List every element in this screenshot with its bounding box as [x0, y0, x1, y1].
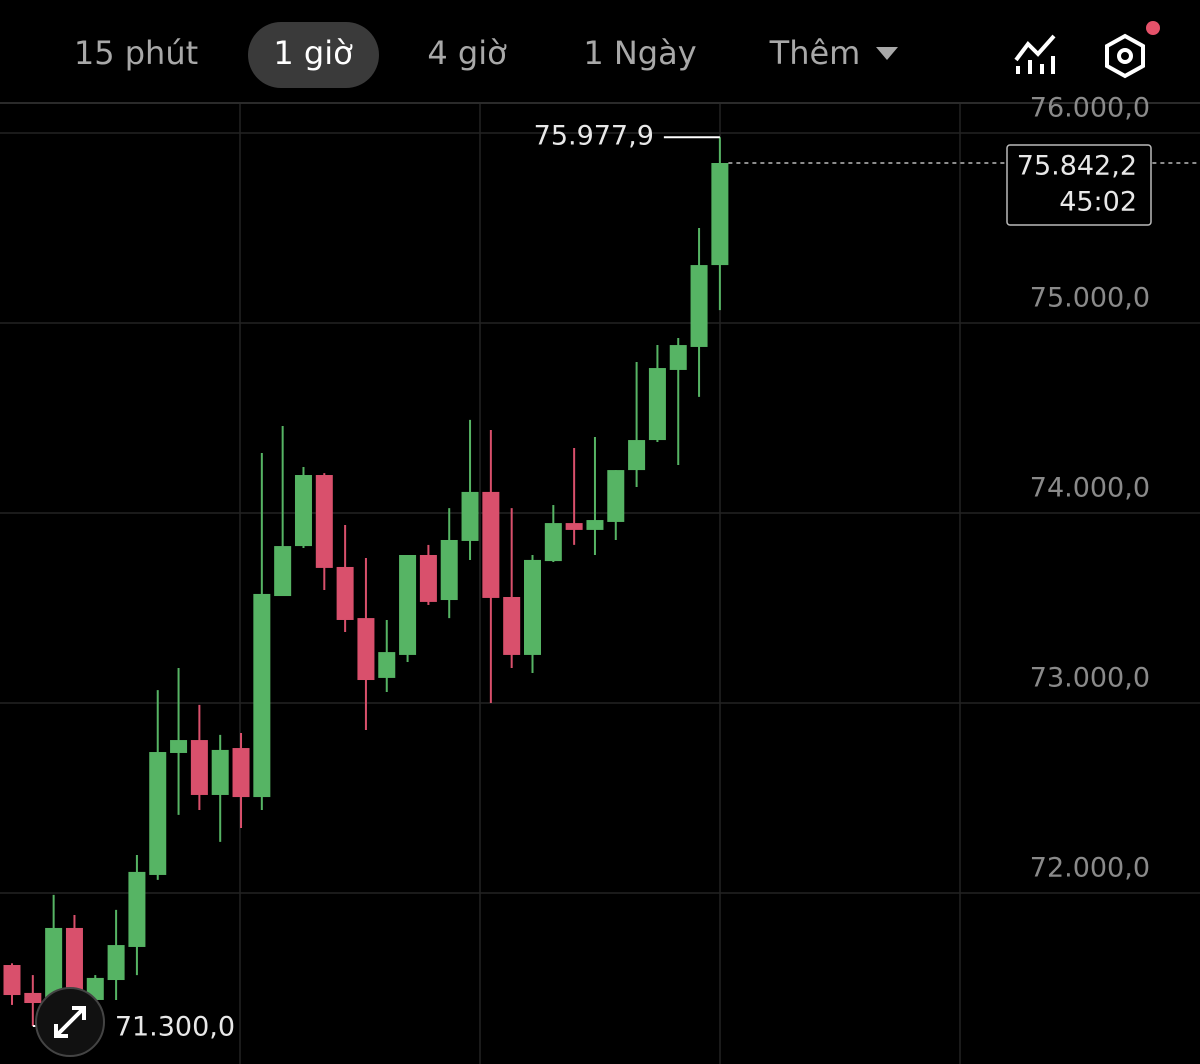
candle-body: [253, 593, 271, 798]
candle-body: [107, 945, 125, 981]
candle-body: [690, 265, 708, 347]
candle-body: [440, 539, 458, 601]
indicator-icon[interactable]: [1014, 34, 1056, 74]
candle-body: [232, 748, 250, 798]
candle-body: [336, 566, 354, 620]
settings-icon[interactable]: [1105, 21, 1160, 79]
y-tick-label: 76.000,0: [1030, 93, 1150, 124]
tab[interactable]: 1 Ngày: [583, 34, 696, 72]
candle-body: [3, 965, 21, 996]
dropdown-arrow: [876, 47, 898, 60]
candle-body: [669, 345, 687, 370]
y-tick-label: 74.000,0: [1030, 473, 1150, 504]
candle-body: [419, 555, 437, 602]
candle-body: [24, 992, 42, 1004]
candle-body: [149, 752, 167, 875]
countdown: 45:02: [1059, 187, 1137, 218]
candle-body: [482, 491, 500, 598]
active-tab-bg: [248, 22, 379, 88]
y-tick-label: 73.000,0: [1030, 663, 1150, 694]
candle-body: [128, 871, 146, 947]
candle-body: [503, 596, 521, 655]
y-tick-label: 75.000,0: [1030, 283, 1150, 314]
vertical-grid: [239, 104, 961, 1064]
tab[interactable]: 1 giờ: [273, 34, 353, 72]
tab[interactable]: 15 phút: [74, 34, 198, 72]
candle-body: [378, 652, 396, 678]
candle-body: [711, 163, 729, 266]
y-tick-label: 72.000,0: [1030, 853, 1150, 884]
candle-body: [399, 555, 417, 655]
candle-body: [628, 440, 646, 471]
candle-body: [607, 470, 625, 522]
more-tab[interactable]: Thêm: [769, 34, 861, 72]
candle-body: [315, 475, 333, 568]
candle-body: [461, 491, 479, 541]
fullscreen-button[interactable]: [35, 987, 105, 1057]
candle-body: [170, 740, 188, 753]
candle-body: [648, 368, 666, 441]
candle-body: [274, 546, 292, 597]
candle-body: [190, 740, 208, 795]
max-label: 75.977,9: [534, 121, 654, 152]
candle-body: [586, 520, 604, 530]
candle-body: [544, 523, 562, 562]
candle-body: [357, 618, 375, 681]
candle-body: [524, 559, 541, 655]
candle-body: [565, 523, 583, 530]
last-price-box: [1006, 144, 1152, 226]
candle-body: [294, 475, 312, 547]
last-price-label: 75.842,2: [1017, 151, 1137, 182]
candle-body: [211, 749, 229, 795]
tab[interactable]: 4 giờ: [427, 34, 507, 72]
min-label: 71.300,0: [115, 1012, 235, 1043]
candle-body: [65, 927, 83, 1000]
